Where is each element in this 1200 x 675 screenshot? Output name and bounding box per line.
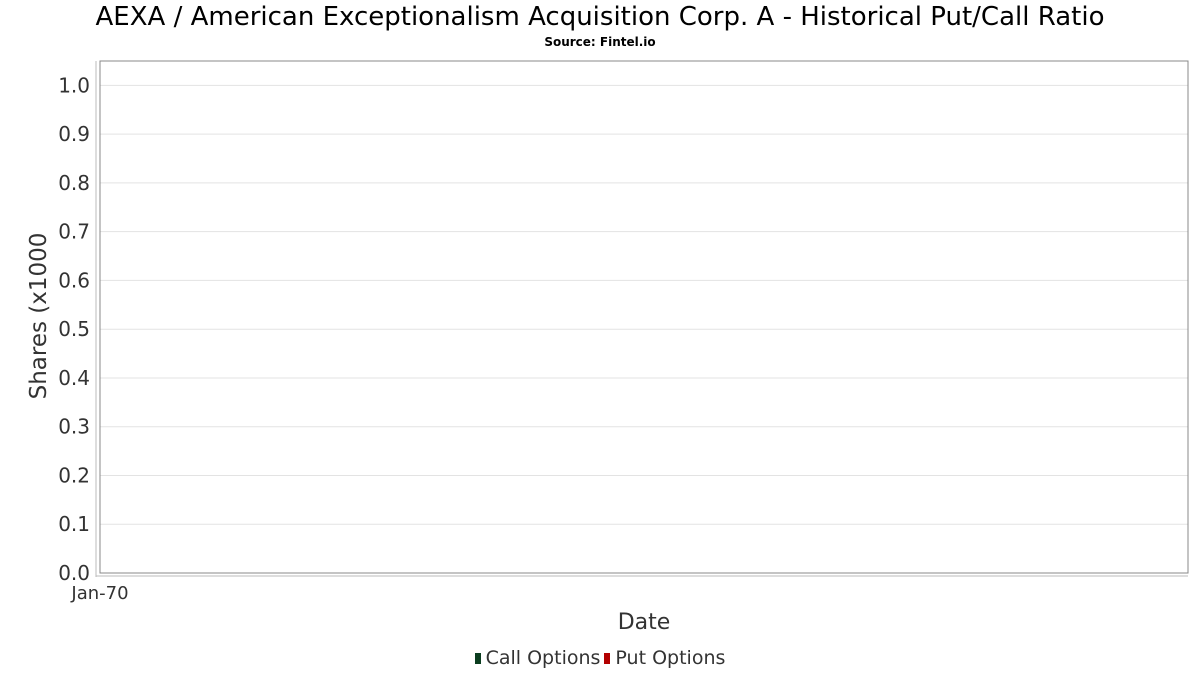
legend-label-call-options: Call Options bbox=[485, 647, 601, 669]
chart-title: AEXA / American Exceptionalism Acquisiti… bbox=[95, 2, 1105, 32]
y-tick-label: 0.3 bbox=[58, 415, 90, 439]
legend-swatch-call-options bbox=[474, 652, 481, 664]
legend-item-call-options: Call Options bbox=[474, 647, 601, 669]
legend-label-put-options: Put Options bbox=[615, 647, 726, 669]
y-tick-label: 1.0 bbox=[58, 73, 90, 97]
grid-lines bbox=[100, 84, 1188, 525]
y-tick-label: 0.2 bbox=[58, 463, 90, 487]
y-tick-label: 0.0 bbox=[58, 561, 90, 585]
x-axis-label: Date bbox=[618, 610, 671, 635]
plot-area bbox=[99, 60, 1189, 574]
legend-swatch-put-options bbox=[604, 652, 611, 664]
x-tick-labels: Jan-70 bbox=[70, 583, 128, 604]
y-tick-label: 0.8 bbox=[58, 171, 90, 195]
y-tick-label: 0.4 bbox=[58, 366, 90, 390]
y-axis-label: Shares (x1000 bbox=[26, 233, 52, 400]
y-tick-labels: 0.0 0.1 0.2 0.3 0.4 0.5 0.6 0.7 0.8 0.9 1.0 bbox=[58, 73, 90, 585]
legend-item-put-options: Put Options bbox=[604, 647, 725, 669]
y-tick-label: 0.1 bbox=[58, 512, 90, 536]
y-tick-label: 0.7 bbox=[58, 220, 90, 244]
x-tick-label: Jan-70 bbox=[70, 583, 128, 604]
y-tick-label: 0.5 bbox=[58, 317, 90, 341]
y-tick-label: 0.9 bbox=[58, 122, 90, 146]
legend: Call Options Put Options bbox=[0, 647, 1200, 669]
chart-subtitle: Source: Fintel.io bbox=[544, 35, 656, 49]
y-tick-label: 0.6 bbox=[58, 268, 90, 292]
